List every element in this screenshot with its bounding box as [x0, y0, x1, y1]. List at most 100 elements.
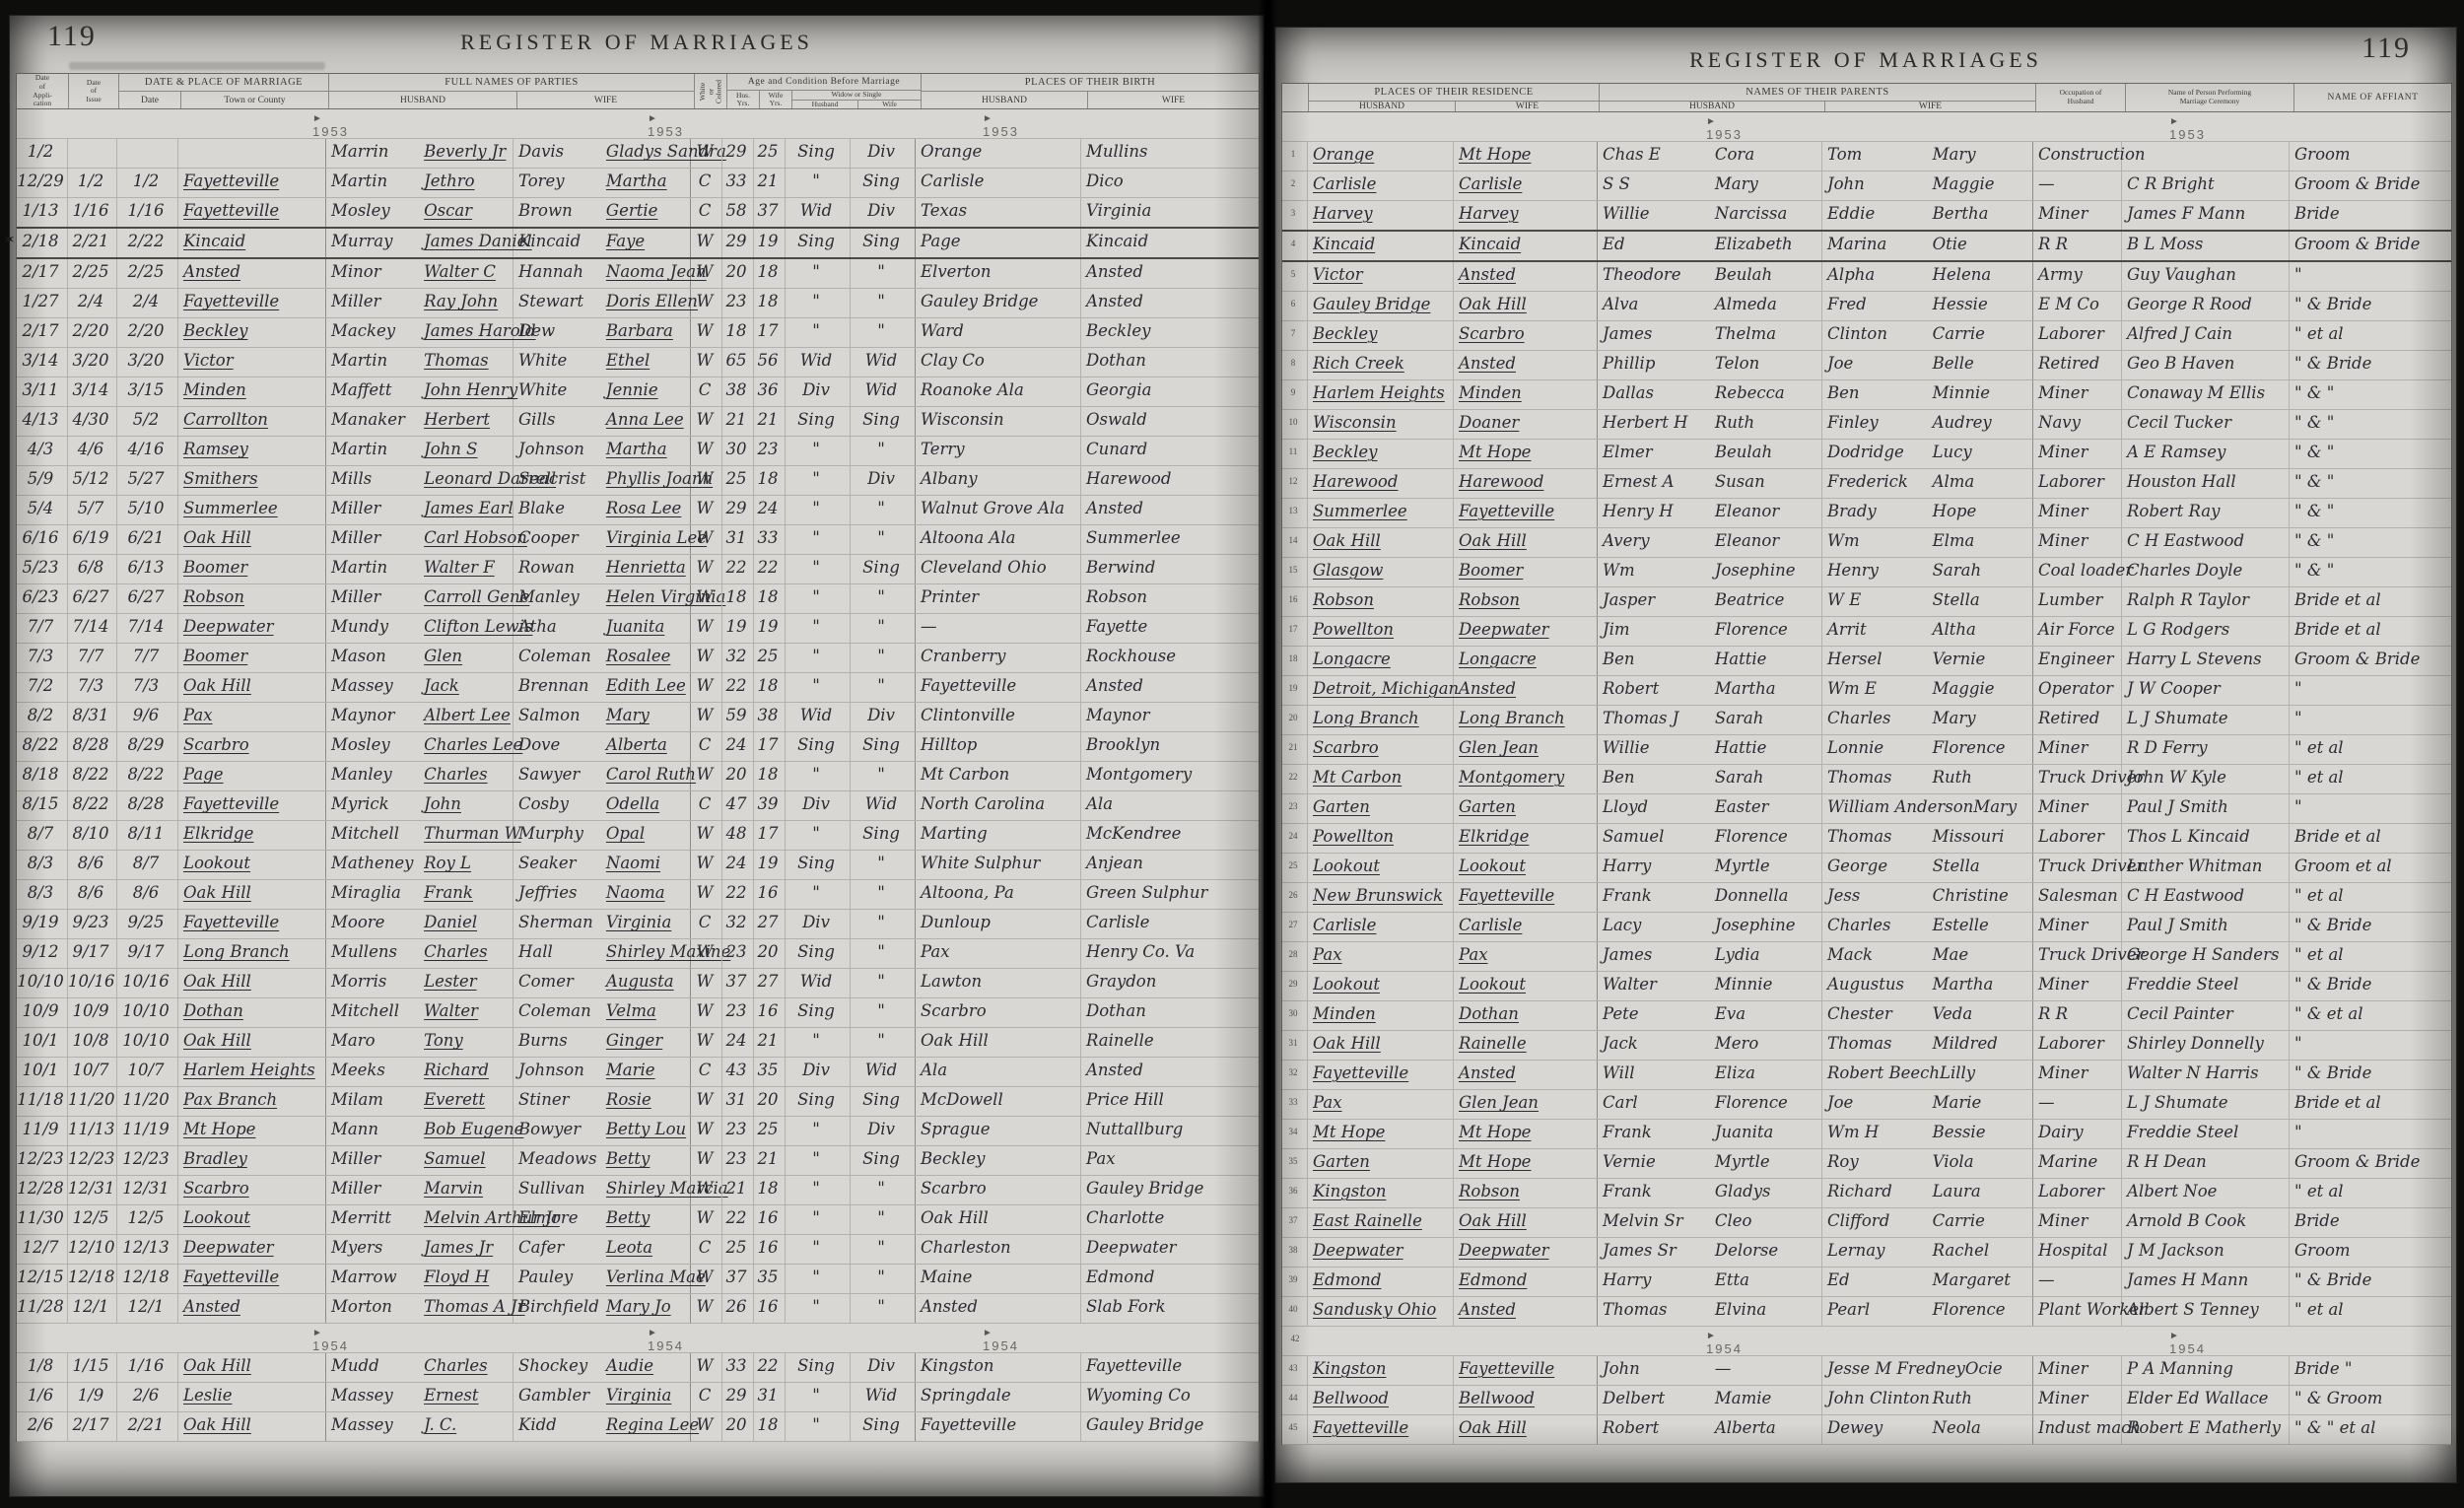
- condition-husband: Sing: [786, 139, 851, 169]
- register-row: 16 Robson Robson Jasper Beatrice W E Stella Lum…: [1282, 587, 2451, 617]
- birthplace-husband: Maine: [916, 1265, 1081, 1294]
- husband-name-given: Richard: [424, 1061, 489, 1080]
- residence-husband: Orange: [1308, 142, 1454, 171]
- wife-name-given: Marie: [605, 1061, 655, 1080]
- husband-name: Moore Daniel: [326, 910, 513, 939]
- condition-husband: ": [786, 466, 851, 496]
- age-wife: 18: [754, 259, 786, 289]
- date-marriage: 6/13: [117, 555, 178, 584]
- ceremony-performer: Walter N Harris: [2122, 1061, 2290, 1089]
- date-issue: 6/19: [68, 525, 117, 555]
- age-wife: 22: [754, 1353, 786, 1383]
- parents-wife-given: Mary: [1932, 709, 1976, 727]
- white-or-colored: W: [691, 1087, 722, 1117]
- birthplace-wife: Deepwater: [1086, 1238, 1177, 1258]
- wife-name-surname: Hall: [518, 942, 553, 962]
- date-marriage: 7/3: [117, 673, 178, 703]
- birthplace-husband: Elverton: [916, 259, 1081, 289]
- wife-name-given: Virginia: [605, 913, 672, 932]
- birthplace-husband: Scarbro: [916, 998, 1081, 1028]
- register-row: 37 East Rainelle Oak Hill Melvin Sr Cleo Clif…: [1282, 1208, 2451, 1238]
- parents-husband-surname: Ben: [1603, 650, 1635, 668]
- parents-wife-given: Vernie: [1932, 650, 1986, 668]
- husband-name: Massey Ernest: [326, 1383, 513, 1412]
- condition-husband: Sing: [786, 851, 851, 880]
- age-wife: 56: [754, 348, 786, 377]
- residence-wife: Ansted: [1454, 1297, 1598, 1326]
- residence-husband: Glasgow: [1308, 558, 1454, 586]
- affiant-name: " & Bride: [2294, 295, 2372, 313]
- condition-husband: ": [786, 496, 851, 525]
- date-issue: 10/8: [68, 1028, 117, 1058]
- date-issue: 8/10: [68, 821, 117, 851]
- birthplace-husband: Texas: [916, 198, 1081, 228]
- occupation-husband: Dairy: [2033, 1120, 2122, 1148]
- register-row: 30 Minden Dothan Pete Eva Chester Veda R R Cecil…: [1282, 1001, 2451, 1031]
- register-row: 20 Long Branch Long Branch Thomas J Sarah Cha…: [1282, 706, 2451, 735]
- parents-husband: Robert Alberta: [1598, 1415, 1822, 1444]
- birthplace-husband: Roanoke Ala: [916, 377, 1081, 407]
- white-or-colored: W: [691, 1412, 722, 1442]
- date-application: 12/15: [17, 1265, 68, 1294]
- age-husband: 29: [722, 139, 754, 169]
- wife-name: Sullivan Shirley Marcia: [513, 1176, 728, 1205]
- town-or-county: Pax: [178, 703, 326, 732]
- date-marriage: 2/25: [117, 259, 178, 289]
- date-application: 8/3: [17, 851, 68, 880]
- parents-husband: Frank Gladys: [1598, 1179, 1822, 1207]
- birthplace-wife: Wyoming Co: [1086, 1386, 1191, 1405]
- white-or-colored: C: [691, 910, 722, 939]
- affiant-name: " & Groom: [2294, 1389, 2383, 1407]
- affiant-name: ": [2294, 1034, 2302, 1053]
- condition-husband: ": [786, 1146, 851, 1176]
- town-or-county: [178, 139, 326, 169]
- husband-name-surname: Mitchell: [331, 1001, 399, 1021]
- ceremony-performer: Freddie Steel: [2122, 1120, 2290, 1148]
- parents-husband-surname: James Sr: [1603, 1241, 1677, 1260]
- parents-husband-given: Cleo: [1714, 1211, 1752, 1230]
- register-row: 26 New Brunswick Fayetteville Frank Donnella…: [1282, 883, 2451, 913]
- residence-wife: Pax: [1454, 942, 1598, 971]
- parents-wife: Wm Elma: [1822, 528, 2033, 557]
- parents-husband-surname: Thomas J: [1603, 709, 1679, 727]
- wife-name-given: Rosa Lee: [605, 499, 682, 518]
- date-marriage: 12/1: [117, 1294, 178, 1324]
- birthplace-wife: Green Sulphur: [1086, 883, 1208, 903]
- parents-husband-surname: Avery: [1603, 531, 1650, 550]
- husband-name-surname: Mosley: [331, 735, 390, 755]
- parents-wife-surname: Clifford: [1827, 1211, 1890, 1230]
- husband-name-surname: Martin: [331, 440, 388, 459]
- date-issue: 10/7: [68, 1058, 117, 1087]
- husband-name-given: Melvin Arthur Jr: [424, 1208, 560, 1228]
- age-wife: 19: [754, 229, 786, 258]
- affiant-name: " et al: [2294, 768, 2344, 787]
- parents-husband-surname: Elmer: [1603, 443, 1653, 461]
- residence-wife: Oak Hill: [1454, 528, 1598, 557]
- register-row: 35 Garten Mt Hope Vernie Myrtle Roy Viola Marin…: [1282, 1149, 2451, 1179]
- occupation-husband: R R: [2033, 1001, 2122, 1030]
- town-or-county: Dothan: [178, 998, 326, 1028]
- husband-name-given: John S: [424, 440, 478, 459]
- birthplace-wife: Ala: [1086, 794, 1114, 814]
- line-number: 3: [1282, 201, 1308, 230]
- parents-husband-surname: Jack: [1603, 1034, 1638, 1053]
- residence-husband: Rich Creek: [1308, 351, 1454, 379]
- wife-name-given: Verlina Mae: [605, 1268, 706, 1287]
- line-number: 45: [1282, 1415, 1308, 1444]
- age-husband: 24: [722, 1028, 754, 1058]
- residence-husband: Oak Hill: [1308, 528, 1454, 557]
- age-husband: 24: [722, 732, 754, 762]
- husband-name: Merritt Melvin Arthur Jr: [326, 1205, 560, 1235]
- parents-husband-surname: S S: [1603, 174, 1630, 193]
- condition-wife: Wid: [851, 791, 916, 821]
- husband-name: Myrick John: [326, 791, 513, 821]
- parents-wife-given: Rachel: [1932, 1241, 1990, 1260]
- left-table: Date of Appli- cation Date of Issue DATE…: [3, 73, 1260, 1443]
- register-row: 10/1 10/8 10/10 Oak Hill Maro Tony Burns Ginger…: [17, 1028, 1259, 1059]
- husband-name-surname: Milam: [331, 1090, 383, 1110]
- parents-wife-given: Maggie: [1932, 679, 1995, 698]
- ceremony-performer: Freddie Steel: [2122, 972, 2290, 1000]
- col-res-husband: HUSBAND: [1309, 102, 1456, 111]
- wife-name-given: Henrietta: [605, 558, 686, 578]
- residence-husband: Pax: [1308, 1090, 1454, 1119]
